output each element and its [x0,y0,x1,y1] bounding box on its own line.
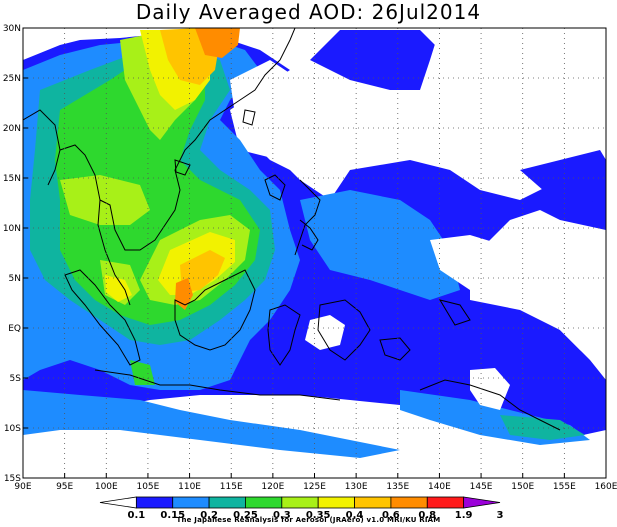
colorbar [99,496,501,509]
lon-label: 140E [428,482,451,492]
colorbar-swatch [354,496,392,509]
lon-label: 125E [303,482,326,492]
lon-label: 150E [511,482,534,492]
latitude-labels: 30N 25N 20N 15N 10N 5N EQ 5S 10S 15S [3,24,21,484]
colorbar-label: 0.1 [128,510,146,521]
lon-label: 155E [553,482,576,492]
lat-label: EQ [8,324,21,334]
lat-label: 5S [10,374,22,384]
colorbar-label: 0.8 [418,510,436,521]
lon-label: 100E [95,482,118,492]
colorbar-label: 0.25 [233,510,258,521]
lat-label: 15S [4,474,21,484]
lat-label: 5N [9,274,21,284]
lat-label: 30N [3,24,21,34]
lon-label: 95E [56,482,73,492]
colorbar-swatch [99,496,137,509]
colorbar-label: 0.35 [306,510,331,521]
lon-label: 145E [470,482,493,492]
lat-label: 15N [3,174,21,184]
lon-label: 115E [220,482,243,492]
map-title: Daily Averaged AOD: 26Jul2014 [135,0,482,24]
colorbar-labels: 0.1 0.15 0.2 0.25 0.3 0.35 0.4 0.6 0.8 1.9 3 [128,510,504,521]
colorbar-label: 0.15 [160,510,185,521]
colorbar-swatch [317,496,355,509]
lon-label: 110E [178,482,201,492]
lat-label: 20N [3,124,21,134]
colorbar-label: 0.2 [200,510,218,521]
colorbar-swatch [245,496,283,509]
colorbar-swatch [390,496,428,509]
lon-label: 120E [261,482,284,492]
longitude-labels: 90E 95E 100E 105E 110E 115E 120E 125E 130E 135E 14… [14,482,617,492]
colorbar-label: 0.3 [273,510,291,521]
lon-label: 90E [14,482,31,492]
coastlines [23,28,561,431]
credit-text: The Japanese Reanalysis for Aerosol (JRA… [176,516,441,524]
lon-label: 130E [345,482,368,492]
colorbar-swatch [172,496,210,509]
lat-lon-grid [23,28,606,478]
colorbar-label: 0.6 [382,510,400,521]
colorbar-label: 0.4 [346,510,364,521]
colorbar-swatch [135,496,174,509]
colorbar-swatch [208,496,246,509]
colorbar-swatch [463,496,501,509]
colorbar-swatch [281,496,319,509]
lat-label: 25N [3,74,21,84]
colorbar-swatch [426,496,465,509]
lon-label: 105E [136,482,159,492]
lon-label: 135E [386,482,409,492]
tick-marks [22,27,607,479]
lon-label: 160E [595,482,617,492]
lat-label: 10S [4,424,21,434]
colorbar-label: 3 [497,510,504,521]
lat-label: 10N [3,224,21,234]
colorbar-label: 1.9 [455,510,473,521]
aod-field [23,28,606,478]
